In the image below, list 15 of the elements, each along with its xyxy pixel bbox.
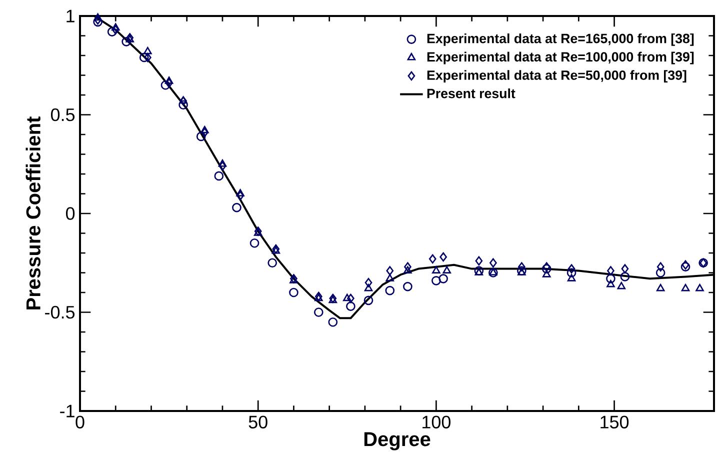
y-tick-label: -1 <box>60 404 74 418</box>
x-tick-label: 150 <box>600 416 629 428</box>
x-tick-label: 0 <box>76 416 84 428</box>
y-axis-title: Pressure Coefficient <box>26 116 40 310</box>
legend-label: Present result <box>427 88 516 98</box>
y-tick-label: 0.5 <box>50 108 75 122</box>
legend-label: Experimental data at Re=165,000 from [38] <box>427 33 694 46</box>
x-tick-label: 100 <box>422 416 450 428</box>
x-tick-label: 50 <box>248 416 268 428</box>
legend-label: Experimental data at Re=100,000 from [39] <box>427 52 694 64</box>
x-axis-title: Degree <box>364 432 430 450</box>
y-tick-label: -0.5 <box>45 306 75 319</box>
y-tick-label: 0 <box>66 207 75 220</box>
y-tick-label: 1 <box>66 10 74 22</box>
legend-label: Experimental data at Re=50,000 from [39] <box>427 70 686 83</box>
